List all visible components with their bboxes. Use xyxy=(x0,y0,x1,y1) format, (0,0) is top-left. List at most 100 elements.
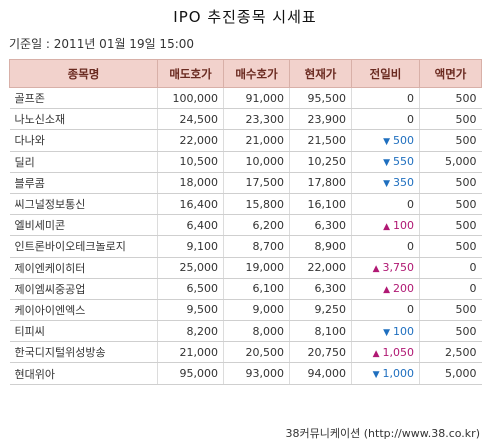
ask-price-cell: 9,100 xyxy=(157,235,224,258)
change-value: 0 xyxy=(407,91,414,105)
bid-price-cell: 19,000 xyxy=(223,257,290,279)
ask-price-cell: 24,500 xyxy=(157,108,224,131)
change-cell: ▲ 100 xyxy=(351,214,420,237)
change-cell: ▼ 1,000 xyxy=(351,362,420,385)
ask-price-cell: 16,400 xyxy=(157,193,224,216)
table-row: 엘비세미콘 6,400 6,200 6,300 ▲ 100 500 xyxy=(9,214,482,237)
header-ask: 매도호가 xyxy=(157,59,224,88)
change-cell: ▼ 550 xyxy=(351,151,420,173)
base-date: 기준일 : 2011년 01월 19일 15:00 xyxy=(9,37,195,51)
change-cell: ▼ 100 xyxy=(351,320,420,343)
stock-name-cell: 한국디지털위성방송 xyxy=(9,341,158,364)
change-value: 0 xyxy=(407,112,414,126)
change-cell: ▲ 200 xyxy=(351,278,420,300)
change-cell: 0 xyxy=(351,87,420,110)
stock-name-cell: 현대위아 xyxy=(9,362,158,385)
current-price-cell: 20,750 xyxy=(289,341,352,364)
stock-name-cell: 딜리 xyxy=(9,151,158,173)
bid-price-cell: 6,200 xyxy=(223,214,290,237)
triangle-down-icon: ▼ xyxy=(383,179,390,190)
current-price-cell: 23,900 xyxy=(289,108,352,131)
change-cell: 0 xyxy=(351,235,420,258)
table-row: 골프존 100,000 91,000 95,500 0 500 xyxy=(9,87,482,110)
triangle-down-icon: ▼ xyxy=(383,136,390,147)
bid-price-cell: 91,000 xyxy=(223,87,290,110)
change-value: 350 xyxy=(393,176,414,190)
face-value-cell: 500 xyxy=(419,214,482,237)
current-price-cell: 22,000 xyxy=(289,257,352,279)
change-value: 100 xyxy=(393,324,414,338)
stock-name-cell: 인트론바이오테크놀로지 xyxy=(9,235,158,258)
change-cell: ▲ 1,050 xyxy=(351,341,420,364)
table-row: 현대위아 95,000 93,000 94,000 ▼ 1,000 5,000 xyxy=(9,362,482,385)
ask-price-cell: 10,500 xyxy=(157,151,224,173)
triangle-down-icon: ▼ xyxy=(372,370,380,381)
change-cell: 0 xyxy=(351,108,420,131)
table-row: 케이아이엔엑스 9,500 9,000 9,250 0 500 xyxy=(9,299,482,322)
header-change: 전일비 xyxy=(351,59,420,88)
change-cell: ▲ 3,750 xyxy=(351,257,420,279)
table-row: 한국디지털위성방송 21,000 20,500 20,750 ▲ 1,050 2,500 xyxy=(9,341,482,364)
face-value-cell: 500 xyxy=(419,129,482,152)
change-value: 0 xyxy=(407,197,414,211)
ask-price-cell: 100,000 xyxy=(157,87,224,110)
change-value: 3,750 xyxy=(382,261,415,275)
stock-name-cell: 티피씨 xyxy=(9,320,158,343)
header-bid: 매수호가 xyxy=(223,59,290,88)
bid-price-cell: 10,000 xyxy=(223,151,290,173)
table-row: 티피씨 8,200 8,000 8,100 ▼ 100 500 xyxy=(9,320,482,343)
table-row: 제이엔케이히터 25,000 19,000 22,000 ▲ 3,750 0 xyxy=(9,257,482,279)
ipo-price-table: 종목명 매도호가 매수호가 현재가 전일비 액면가 골프존 100,000 91,0… xyxy=(9,59,482,385)
face-value-cell: 500 xyxy=(419,87,482,110)
table-row: 씨그널정보통신 16,400 15,800 16,100 0 500 xyxy=(9,193,482,216)
change-cell: ▼ 500 xyxy=(351,129,420,152)
current-price-cell: 8,100 xyxy=(289,320,352,343)
face-value-cell: 5,000 xyxy=(419,151,482,173)
face-value-cell: 500 xyxy=(419,299,482,322)
table-row: 블루콤 18,000 17,500 17,800 ▼ 350 500 xyxy=(9,172,482,194)
change-cell: 0 xyxy=(351,299,420,322)
stock-name-cell: 다나와 xyxy=(9,129,158,152)
bid-price-cell: 23,300 xyxy=(223,108,290,131)
ask-price-cell: 25,000 xyxy=(157,257,224,279)
face-value-cell: 500 xyxy=(419,320,482,343)
current-price-cell: 95,500 xyxy=(289,87,352,110)
ask-price-cell: 22,000 xyxy=(157,129,224,152)
bid-price-cell: 20,500 xyxy=(223,341,290,364)
ask-price-cell: 18,000 xyxy=(157,172,224,194)
face-value-cell: 0 xyxy=(419,257,482,279)
header-name: 종목명 xyxy=(9,59,158,88)
current-price-cell: 6,300 xyxy=(289,214,352,237)
table-header-row: 종목명 매도호가 매수호가 현재가 전일비 액면가 xyxy=(9,59,482,88)
stock-name-cell: 엘비세미콘 xyxy=(9,214,158,237)
current-price-cell: 8,900 xyxy=(289,235,352,258)
ask-price-cell: 6,400 xyxy=(157,214,224,237)
face-value-cell: 500 xyxy=(419,235,482,258)
change-cell: ▼ 350 xyxy=(351,172,420,194)
stock-name-cell: 케이아이엔엑스 xyxy=(9,299,158,322)
change-value: 1,050 xyxy=(382,345,415,359)
bid-price-cell: 8,700 xyxy=(223,235,290,258)
triangle-up-icon: ▲ xyxy=(372,264,380,275)
table-row: 나노신소재 24,500 23,300 23,900 0 500 xyxy=(9,108,482,131)
ask-price-cell: 9,500 xyxy=(157,299,224,322)
current-price-cell: 16,100 xyxy=(289,193,352,216)
current-price-cell: 6,300 xyxy=(289,278,352,300)
face-value-cell: 500 xyxy=(419,172,482,194)
bid-price-cell: 21,000 xyxy=(223,129,290,152)
face-value-cell: 5,000 xyxy=(419,362,482,385)
table-row: 제이엠씨중공업 6,500 6,100 6,300 ▲ 200 0 xyxy=(9,278,482,300)
change-value: 500 xyxy=(393,133,414,147)
ask-price-cell: 95,000 xyxy=(157,362,224,385)
current-price-cell: 9,250 xyxy=(289,299,352,322)
face-value-cell: 500 xyxy=(419,108,482,131)
current-price-cell: 94,000 xyxy=(289,362,352,385)
triangle-up-icon: ▲ xyxy=(383,285,390,296)
change-cell: 0 xyxy=(351,193,420,216)
change-value: 200 xyxy=(393,282,414,296)
page-title: IPO 추진종목 시세표 xyxy=(173,8,317,26)
change-value: 550 xyxy=(393,155,414,169)
stock-name-cell: 골프존 xyxy=(9,87,158,110)
current-price-cell: 10,250 xyxy=(289,151,352,173)
header-price: 현재가 xyxy=(289,59,352,88)
